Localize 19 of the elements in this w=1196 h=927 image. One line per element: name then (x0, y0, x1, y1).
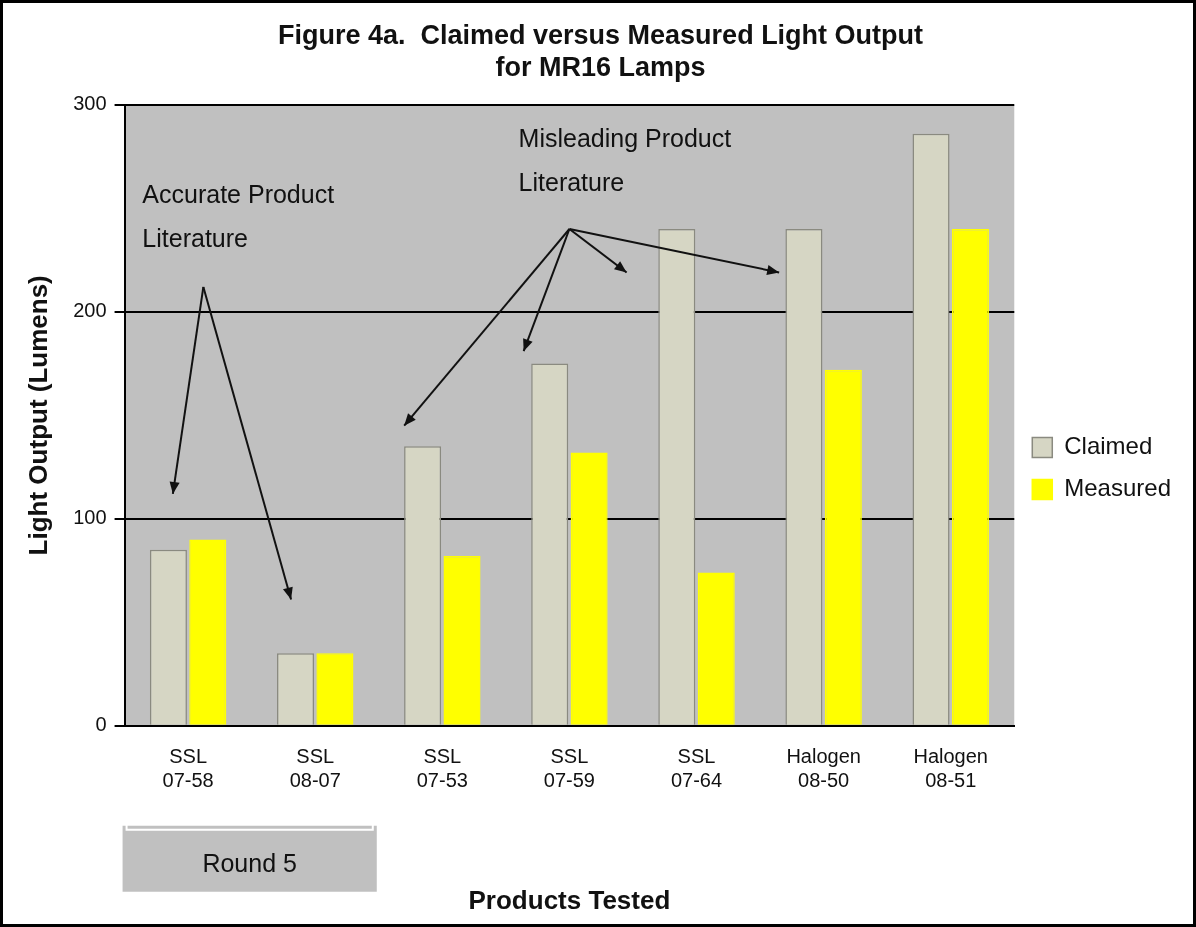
x-tick-label: SSL 07-53 (416, 745, 468, 792)
x-axis-title: Products Tested (468, 884, 671, 915)
x-tick-label: SSL 07-64 (670, 745, 723, 792)
x-tick-label: SSL 07-59 (543, 745, 595, 792)
chart-title: Figure 4a. Claimed versus Measured Light Output for MR16 Lamps (277, 19, 924, 83)
x-tick-label: SSL 08-07 (289, 745, 341, 792)
annotation: Accurate Product Literature (142, 179, 335, 252)
y-tick-label: 200 (73, 299, 107, 322)
y-axis-title: Light Output (Lumens) (22, 275, 53, 556)
legend-label: Claimed (1064, 432, 1153, 460)
y-tick-label: 100 (73, 506, 107, 529)
x-tick-label: SSL 07-58 (162, 745, 214, 792)
x-tick-label: Halogen 08-50 (786, 745, 861, 792)
y-tick-label: 0 (95, 713, 107, 736)
legend-label: Measured (1064, 474, 1172, 502)
annotation: Misleading Product Literature (518, 123, 732, 196)
y-tick-label: 300 (73, 92, 107, 115)
x-tick-label: Halogen 08-51 (913, 745, 988, 792)
text: Round 5 (202, 848, 297, 877)
